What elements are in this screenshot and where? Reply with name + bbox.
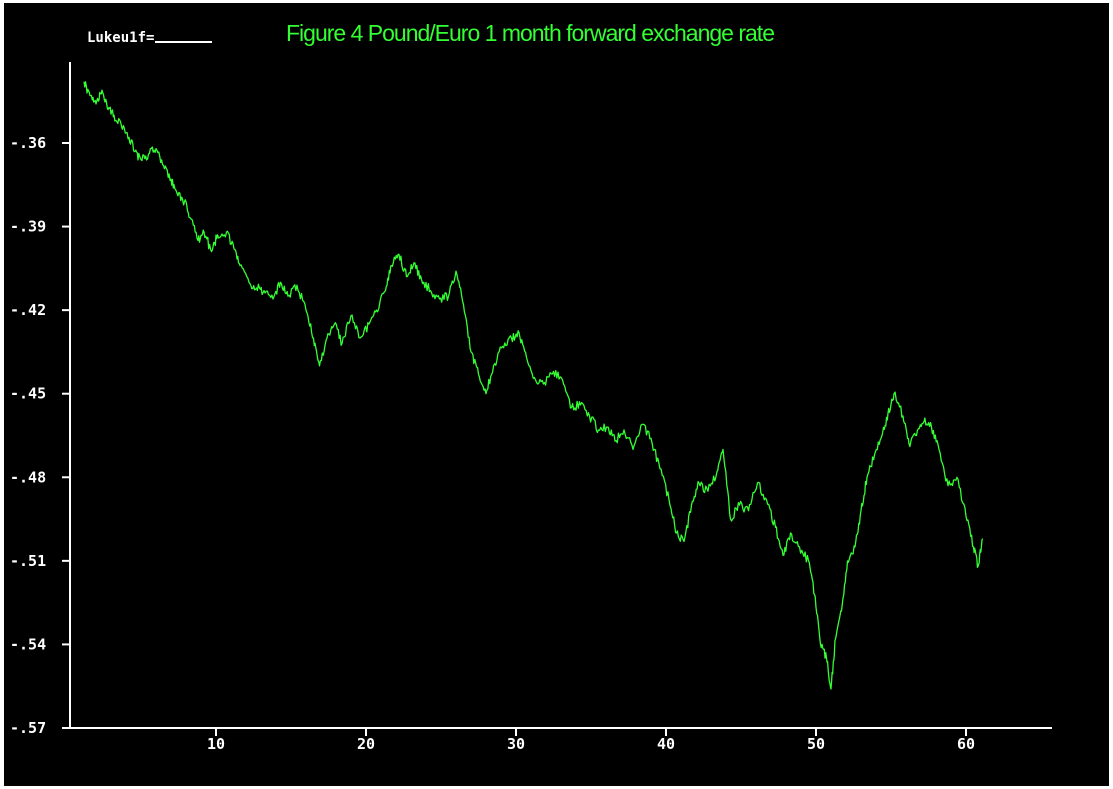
y-tick-label: -.48	[10, 468, 46, 486]
x-tick-label: 30	[507, 735, 525, 753]
y-tick-label: -.45	[10, 385, 46, 403]
y-tick-label: -.57	[10, 719, 46, 737]
legend-swatch	[155, 41, 213, 43]
x-tick-label: 60	[957, 735, 975, 753]
chart-title: Figure 4 Pound/Euro 1 month forward exch…	[286, 20, 775, 46]
tick-group: -.36 -.39 -.42 -.45 -.48 -.51 -.54 -.57 10 20 30 40…	[10, 134, 975, 753]
x-tick-label: 50	[807, 735, 825, 753]
y-tick-label: -.42	[10, 301, 46, 319]
y-tick-label: -.54	[10, 635, 46, 653]
legend-key-label: Lukeu1f=	[87, 30, 155, 46]
chart-frame	[4, 3, 1109, 786]
y-tick-label: -.39	[10, 218, 46, 236]
series-line	[83, 81, 984, 690]
series-group	[83, 81, 984, 690]
y-tick-label: -.51	[10, 552, 46, 570]
x-tick-label: 20	[357, 735, 375, 753]
x-tick-label: 40	[657, 735, 675, 753]
x-tick-label: 10	[207, 735, 225, 753]
legend: Lukeu1f=	[87, 26, 230, 46]
y-tick-label: -.36	[10, 134, 46, 152]
axes	[69, 62, 1052, 729]
